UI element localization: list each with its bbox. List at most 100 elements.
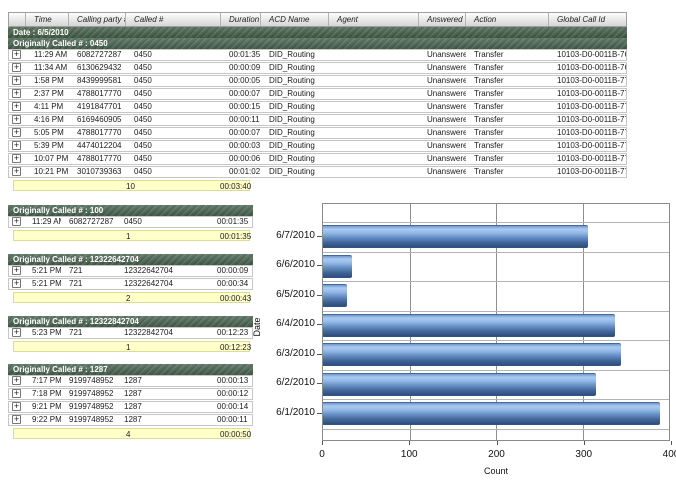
expand-icon[interactable]: + [12,102,21,111]
expand-cell: + [9,141,26,151]
call-row: + 4:11 PM 4191847701 0450 00:00:15 DID_R… [8,101,627,113]
expand-icon[interactable]: + [12,415,21,424]
cell-duration: 00:00:11 [217,415,248,424]
expand-icon[interactable]: + [12,328,21,337]
cell-calling-party: 4474012204 [77,141,122,150]
cell-calling-party: 721 [69,266,83,275]
bar-6/7/2010 [323,225,588,248]
cell-time: 7:18 PM [32,389,61,398]
cell-called: 12322842704 [124,328,173,337]
header-calling-party[interactable]: Calling party # [69,13,126,26]
band-gridline [323,428,669,430]
x-tick [409,441,411,445]
cell-acd-name: DID_Routing [269,63,315,72]
cell-agent [329,115,419,125]
cell-called: 12322642704 [124,279,173,288]
expand-icon[interactable]: + [12,89,21,98]
group-summary-row: 1 00:12:23 [13,341,252,352]
cell-calling-party: 4788017770 [77,128,122,137]
cell-action: Transfer [474,154,504,163]
cell-called: 1287 [124,389,142,398]
cell-calling-party: 8439999581 [77,76,122,85]
cell-action: Transfer [474,76,504,85]
call-row: + 9:22 PM 9199748952 1287 00:00:11 [8,414,253,426]
cell-answered: Unanswered [427,141,466,150]
cell-acd-name: DID_Routing [269,167,315,176]
cell-calling-party: 4191847701 [77,102,122,111]
x-tick [496,441,498,445]
call-row: + 7:17 PM 9199748952 1287 00:00:13 [8,375,253,387]
expand-icon[interactable]: + [12,167,21,176]
expand-cell: + [9,102,26,112]
expand-icon[interactable]: + [12,154,21,163]
y-tick-label: 6/7/2010 [276,229,315,241]
expand-icon[interactable]: + [12,141,21,150]
cell-answered: Unanswered [427,102,466,111]
summary-duration: 00:00:43 [220,294,252,303]
call-row: + 11:34 AM 6130629432 0450 00:00:09 DID_… [8,62,627,74]
cell-acd-name: DID_Routing [269,50,315,59]
expand-icon[interactable]: + [12,217,21,226]
y-tick [317,324,322,326]
expand-icon[interactable]: + [12,266,21,275]
cell-called: 0450 [134,154,152,163]
expand-icon[interactable]: + [12,128,21,137]
expand-icon[interactable]: + [12,376,21,385]
expand-icon[interactable]: + [12,50,21,59]
summary-duration: 00:03:40 [220,182,252,191]
cell-calling-party: 9199748952 [69,389,114,398]
band-gridline [323,369,669,371]
call-row: + 5:21 PM 721 12322642704 00:00:34 [8,278,253,290]
bar-6/4/2010 [323,313,616,337]
x-tick [583,441,585,445]
cell-duration: 00:00:15 [229,102,261,111]
header-action[interactable]: Action [466,13,549,26]
expand-icon[interactable]: + [12,115,21,124]
cell-time: 5:05 PM [34,128,64,137]
cell-time: 4:16 PM [34,115,64,124]
band-gridline [323,251,669,253]
cell-agent [329,141,419,151]
cell-duration: 00:00:11 [229,115,260,124]
cell-calling-party: 6169460905 [77,115,122,124]
header-duration[interactable]: Duration [221,13,261,26]
chart-x-axis: 0 100 200 300 400 [319,441,676,465]
header-agent[interactable]: Agent [329,13,419,26]
cell-global-call-id: 10103-D0-0011B-77E [557,154,626,163]
cell-action: Transfer [474,167,504,176]
expand-icon[interactable]: + [12,63,21,72]
y-tick-label: 6/6/2010 [276,259,315,271]
expand-icon[interactable]: + [12,76,21,85]
header-global-call-id[interactable]: Global Call Id [557,15,606,24]
header-called[interactable]: Called # [126,13,221,26]
call-row: + 9:21 PM 9199748952 1287 00:00:14 [8,401,253,413]
cell-time: 10:21 PM [34,167,69,176]
cell-time: 2:37 PM [34,89,64,98]
header-expand [9,13,26,26]
y-tick [317,412,322,414]
cell-called: 1287 [124,415,142,424]
expand-icon[interactable]: + [12,402,21,411]
cell-called: 0450 [134,63,152,72]
x-tick-label: 100 [400,449,418,460]
bar-6/3/2010 [323,343,622,366]
expand-icon[interactable]: + [12,279,21,288]
bar-chart-plot [322,203,670,441]
bar-6/6/2010 [323,254,352,278]
expand-cell: + [9,63,26,73]
expand-cell: + [9,376,26,386]
date-group-band: Date : 6/5/2010 [8,27,627,38]
expand-icon[interactable]: + [12,389,21,398]
cell-called: 0450 [134,50,152,59]
cell-agent [329,63,419,73]
y-tick [317,294,322,296]
expand-cell: + [9,415,26,425]
cell-calling-party: 9199748952 [69,402,114,411]
header-acd-name[interactable]: ACD Name [261,13,329,26]
header-answered[interactable]: Answered [419,13,466,26]
header-time[interactable]: Time [26,13,69,26]
summary-duration: 00:12:23 [220,343,252,352]
group-table: Originally Called # : 1287 + 7:17 PM 919… [8,364,253,439]
cell-calling-party: 721 [69,279,83,288]
cell-answered: Unanswered [427,115,466,124]
